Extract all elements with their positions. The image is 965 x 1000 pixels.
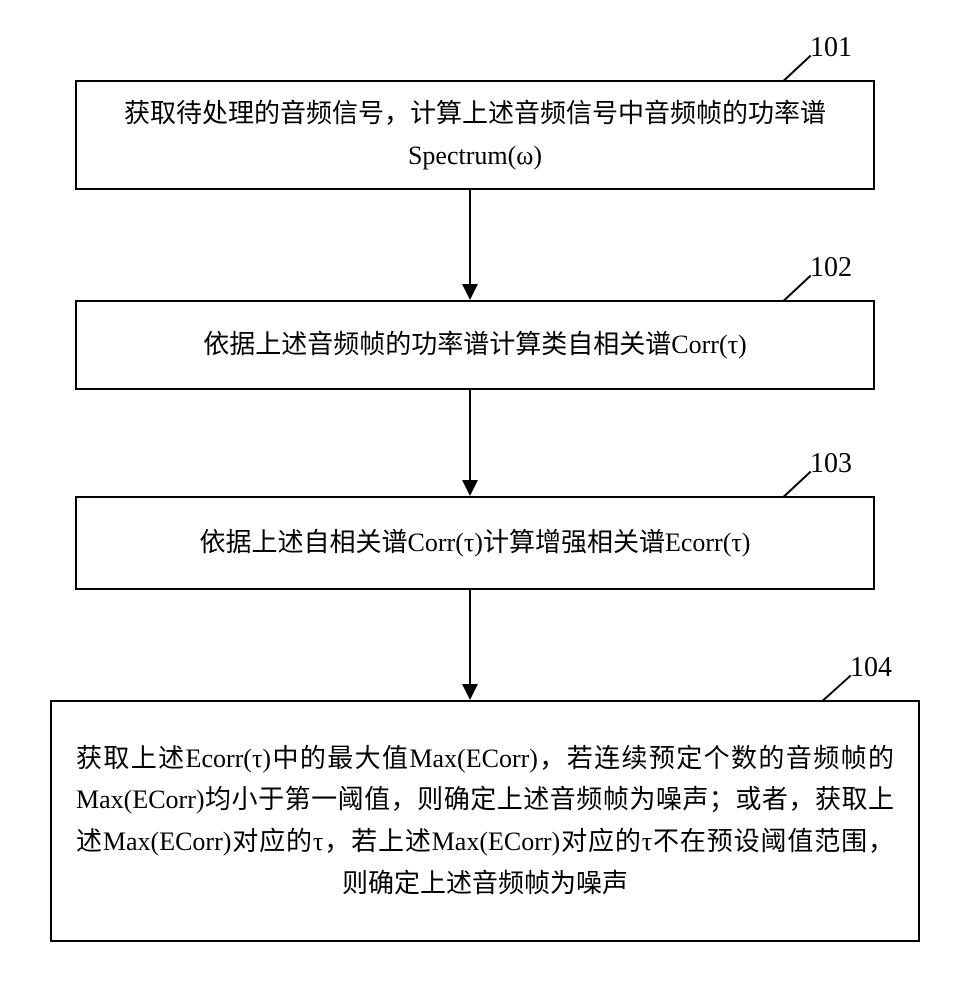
arrow-1-2-head	[462, 284, 478, 300]
arrow-3-4-line	[469, 590, 471, 684]
step4-box: 获取上述Ecorr(τ)中的最大值Max(ECorr)，若连续预定个数的音频帧的…	[50, 700, 920, 942]
step3-box: 依据上述自相关谱Corr(τ)计算增强相关谱Ecorr(τ)	[75, 496, 875, 590]
label-103: 103	[810, 448, 852, 480]
leader-104	[822, 675, 852, 702]
leader-101	[783, 55, 811, 82]
step1-text: 获取待处理的音频信号，计算上述音频信号中音频帧的功率谱Spectrum(ω)	[97, 93, 853, 176]
flowchart-canvas: 101 获取待处理的音频信号，计算上述音频信号中音频帧的功率谱Spectrum(…	[0, 0, 965, 1000]
label-102: 102	[810, 252, 852, 284]
step2-box: 依据上述音频帧的功率谱计算类自相关谱Corr(τ)	[75, 300, 875, 390]
step4-text: 获取上述Ecorr(τ)中的最大值Max(ECorr)，若连续预定个数的音频帧的…	[76, 738, 894, 904]
leader-102	[783, 275, 811, 302]
label-104: 104	[850, 652, 892, 684]
arrow-1-2-line	[469, 190, 471, 284]
arrow-2-3-line	[469, 390, 471, 480]
step3-text: 依据上述自相关谱Corr(τ)计算增强相关谱Ecorr(τ)	[200, 522, 751, 564]
step1-box: 获取待处理的音频信号，计算上述音频信号中音频帧的功率谱Spectrum(ω)	[75, 80, 875, 190]
label-101: 101	[810, 32, 852, 64]
arrow-3-4-head	[462, 684, 478, 700]
leader-103	[783, 471, 811, 498]
step2-text: 依据上述音频帧的功率谱计算类自相关谱Corr(τ)	[203, 324, 746, 366]
arrow-2-3-head	[462, 480, 478, 496]
